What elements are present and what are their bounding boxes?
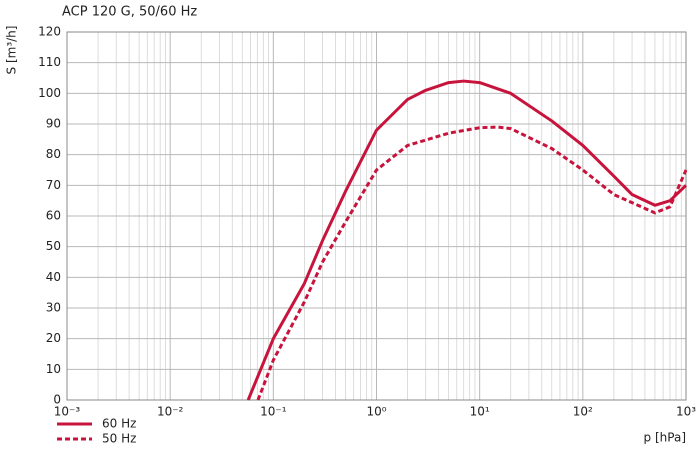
legend-label: 60 Hz: [102, 417, 136, 431]
series-line: [246, 79, 688, 401]
y-tick-label: 30: [46, 301, 61, 315]
x-tick-label: 10³: [676, 405, 696, 419]
x-tick-label: 10¹: [470, 405, 490, 419]
y-tick-label: 60: [46, 209, 61, 223]
y-tick-label: 50: [46, 239, 61, 253]
x-tick-label: 10⁻³: [54, 405, 81, 419]
x-axis-label: p [hPa]: [644, 431, 686, 445]
y-tick-label: 40: [46, 270, 61, 284]
series-line: [256, 125, 688, 401]
y-tick-label: 20: [46, 331, 61, 345]
y-tick-label: 0: [53, 393, 61, 407]
y-tick-label: 120: [38, 25, 61, 39]
x-tick-label: 10⁻²: [157, 405, 184, 419]
x-tick-label: 10⁰: [366, 405, 386, 419]
y-tick-label: 110: [38, 55, 61, 69]
x-tick-label: 10²: [573, 405, 593, 419]
x-tick-label: 10⁻¹: [260, 405, 287, 419]
y-tick-label: 70: [46, 178, 61, 192]
y-axis-label: S [m³/h]: [5, 26, 19, 75]
y-tick-label: 90: [46, 117, 61, 131]
y-tick-label: 100: [38, 86, 61, 100]
y-tick-label: 80: [46, 147, 61, 161]
plot-frame: [66, 31, 687, 401]
legend-label: 50 Hz: [102, 432, 136, 446]
y-tick-label: 10: [46, 362, 61, 376]
chart-title: ACP 120 G, 50/60 Hz: [62, 5, 197, 20]
